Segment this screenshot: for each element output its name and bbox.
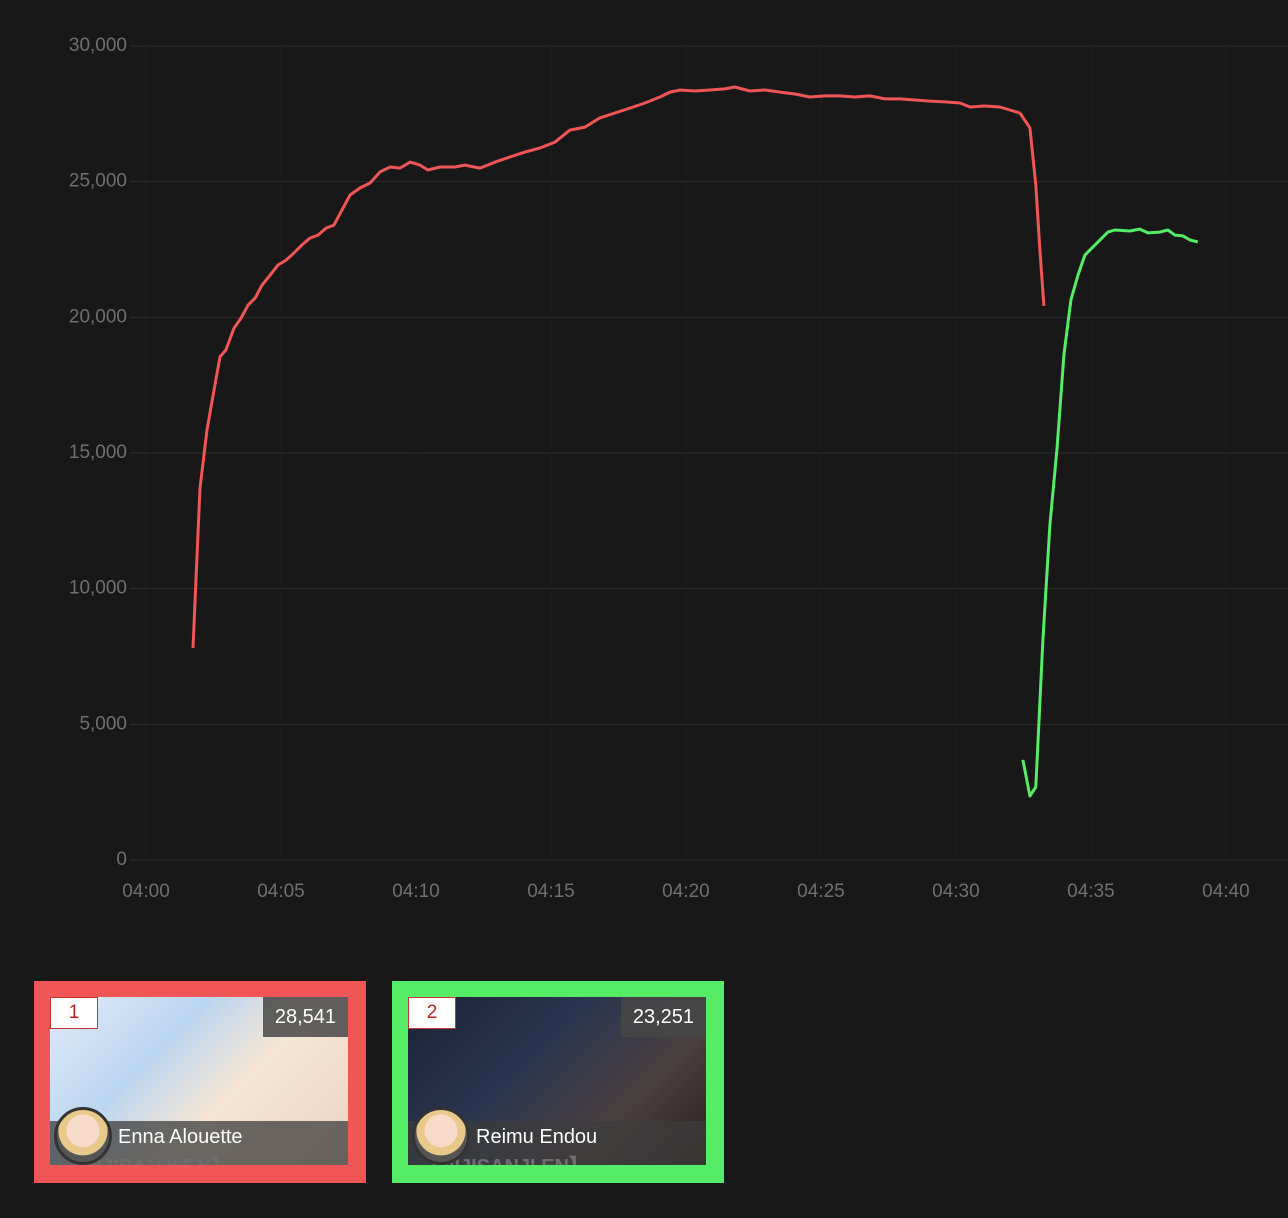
x-tick-label: 04:25 <box>797 881 845 902</box>
y-tick-label: 20,000 <box>69 306 127 327</box>
x-tick-label: 04:20 <box>662 881 710 902</box>
chart: 0 5,000 10,000 15,000 20,000 25,000 30,000 04:0… <box>69 35 1288 902</box>
y-tick-label: 15,000 <box>69 442 127 463</box>
rank: 1 <box>50 997 98 1029</box>
rank: 2 <box>408 997 456 1029</box>
x-tick-label: 04:15 <box>527 881 575 902</box>
x-tick-label: 04:10 <box>392 881 440 902</box>
y-tick-label: 0 <box>116 849 127 870</box>
avatar <box>412 1107 470 1165</box>
series-line <box>191 85 1046 649</box>
y-tick-label: 25,000 <box>69 171 127 192</box>
x-tick-label: 04:00 <box>122 881 170 902</box>
series-line <box>1021 227 1199 798</box>
y-tick-label: 5,000 <box>79 713 127 734</box>
x-tick-label: 04:05 <box>257 881 305 902</box>
y-tick-label: 30,000 <box>69 35 127 56</box>
viewer-count: 28,541 <box>262 997 348 1037</box>
viewer-count: 23,251 <box>620 997 706 1037</box>
x-tick-label: 04:40 <box>1202 881 1250 902</box>
x-tick-label: 04:35 <box>1067 881 1115 902</box>
channel-name: Reimu Endou <box>476 1126 598 1148</box>
y-tick-label: 10,000 <box>69 578 127 599</box>
channel-name: Enna Alouette <box>118 1126 243 1148</box>
x-tick-label: 04:30 <box>932 881 980 902</box>
avatar <box>54 1107 112 1165</box>
